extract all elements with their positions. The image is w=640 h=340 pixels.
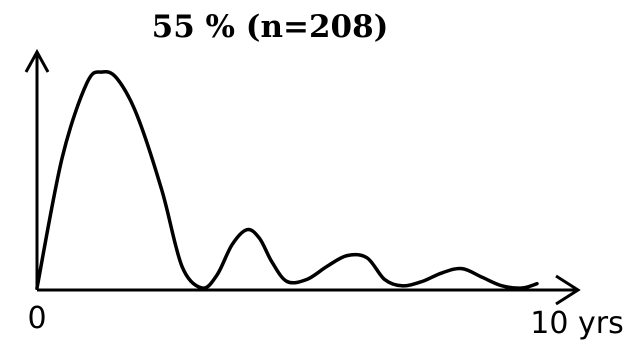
x-tick-label-0: 0 bbox=[27, 301, 46, 336]
x-tick-label-10: 10 yrs bbox=[530, 306, 623, 340]
chart-title: 55 % (n=208) bbox=[152, 9, 389, 45]
series-line bbox=[35, 69, 539, 290]
x-axis-arrow bbox=[555, 274, 581, 306]
y-axis-arrow bbox=[24, 48, 50, 73]
